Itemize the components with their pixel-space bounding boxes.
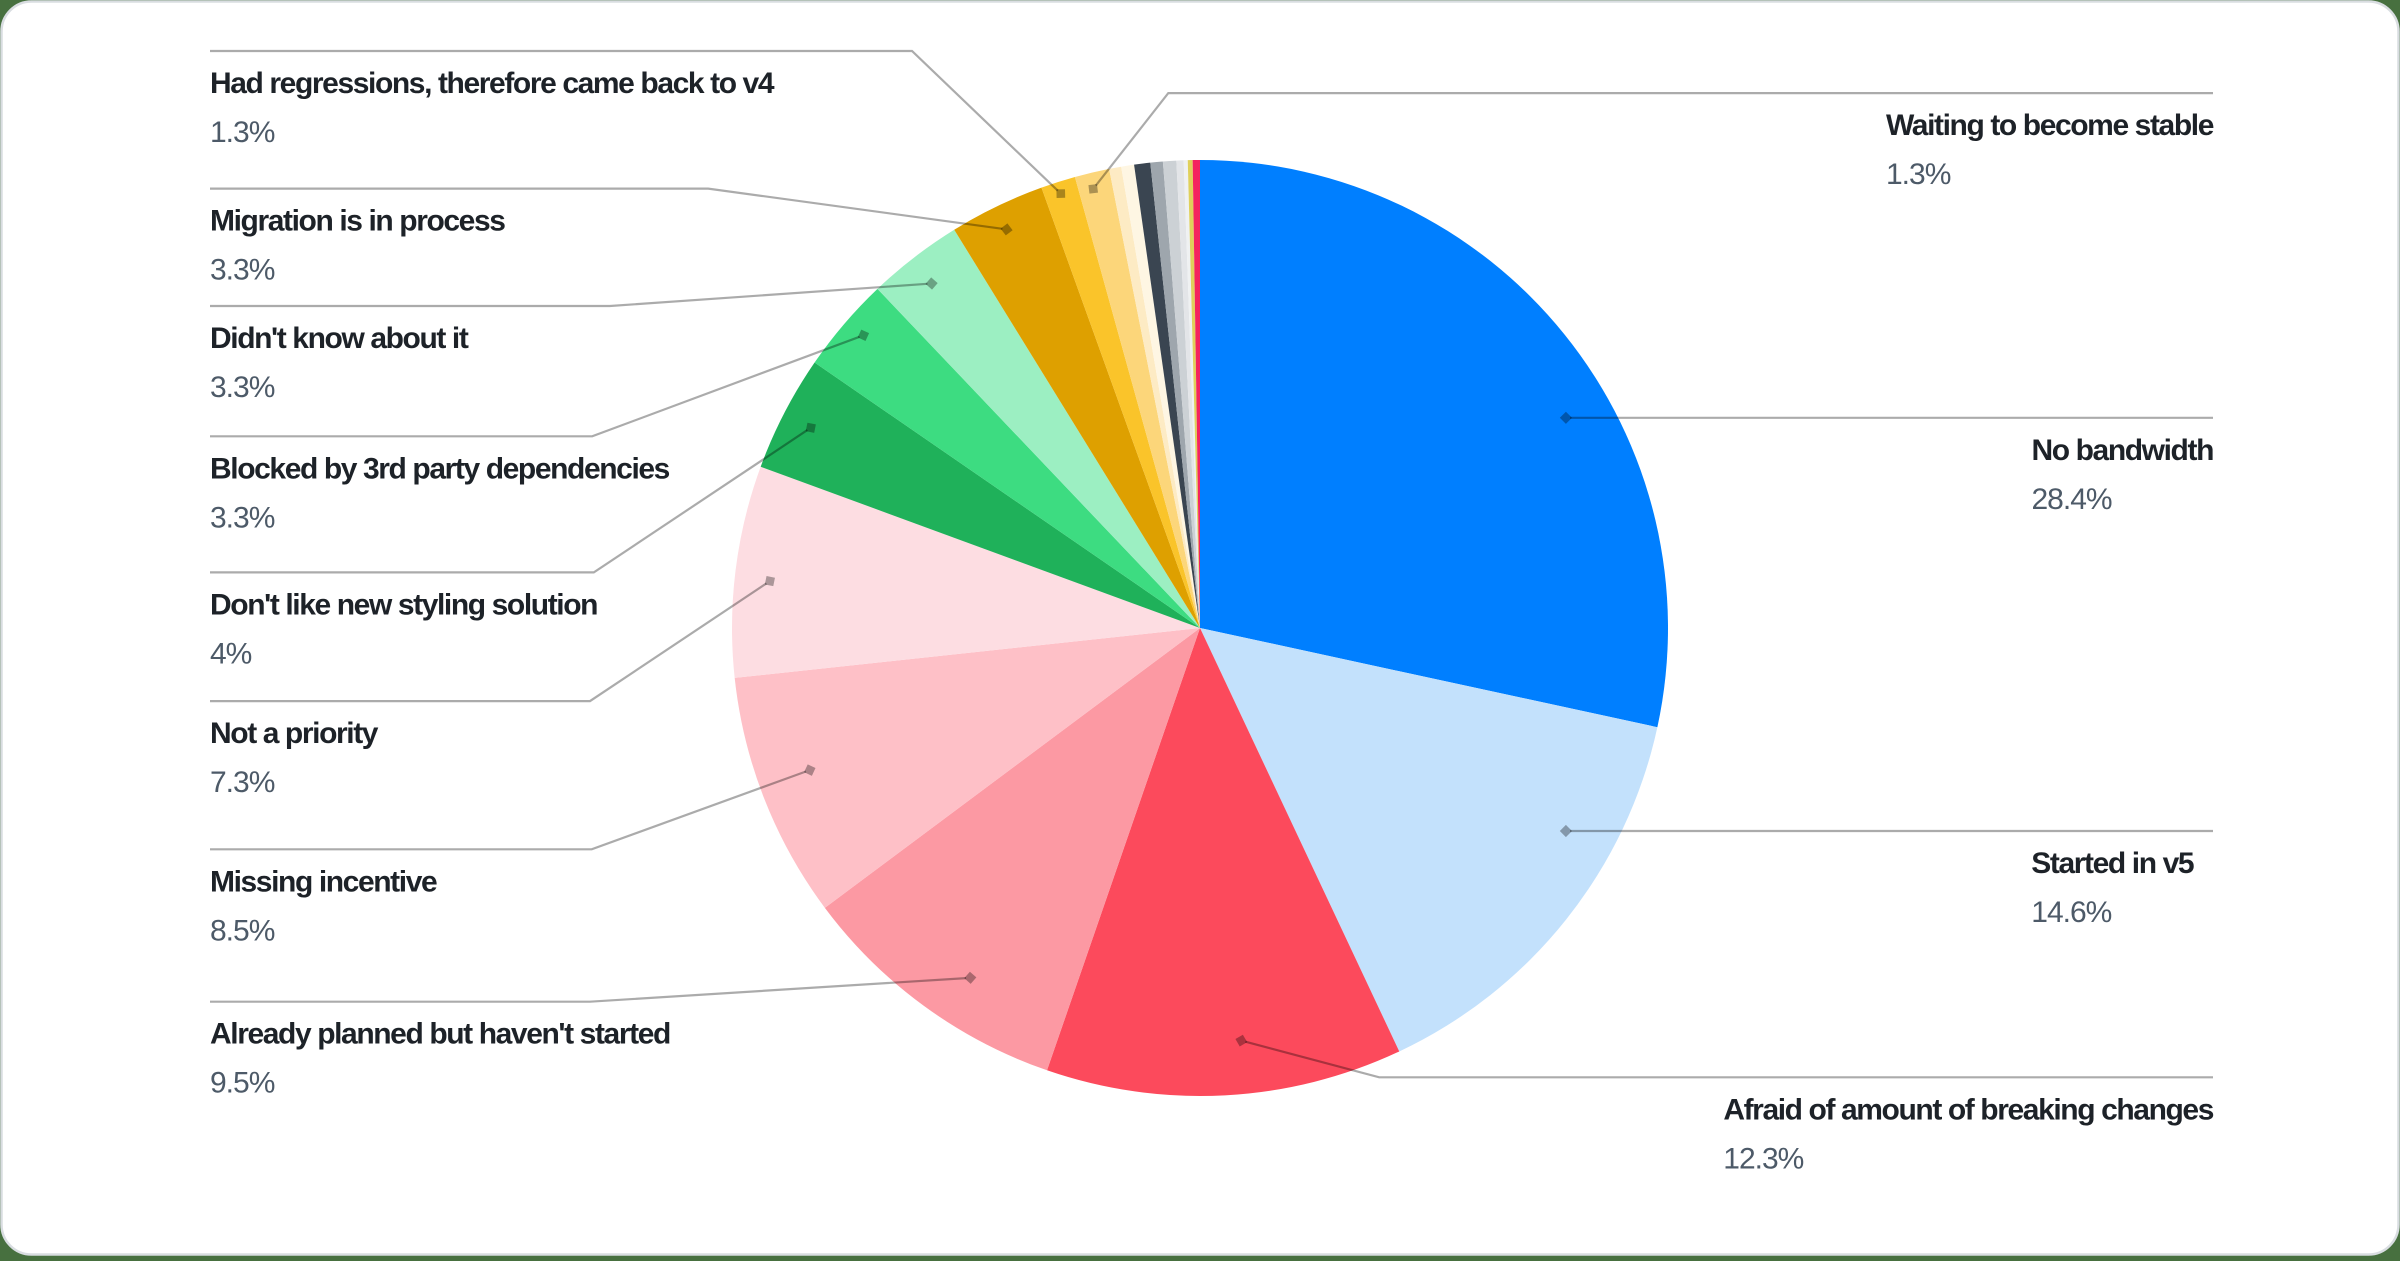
svg-text:7.3%: 7.3%	[210, 766, 275, 799]
svg-text:Waiting to become stable: Waiting to become stable	[1886, 109, 2214, 142]
svg-text:Migration is in process: Migration is in process	[210, 205, 505, 238]
svg-text:28.4%: 28.4%	[2032, 483, 2112, 516]
svg-text:Missing incentive: Missing incentive	[210, 865, 437, 898]
svg-text:Started in v5: Started in v5	[2031, 847, 2194, 880]
svg-text:Didn't know about it: Didn't know about it	[210, 322, 469, 355]
svg-text:4%: 4%	[210, 637, 252, 670]
svg-text:Afraid of amount of breaking c: Afraid of amount of breaking changes	[1723, 1093, 2213, 1126]
svg-text:8.5%: 8.5%	[210, 914, 275, 947]
svg-text:9.5%: 9.5%	[210, 1067, 275, 1100]
svg-text:Had regressions, therefore cam: Had regressions, therefore came back to …	[210, 67, 775, 100]
svg-text:12.3%: 12.3%	[1723, 1142, 1803, 1175]
svg-text:1.3%: 1.3%	[210, 116, 275, 149]
svg-text:Blocked by 3rd party dependenc: Blocked by 3rd party dependencies	[210, 452, 670, 485]
svg-text:Don't like new styling solutio: Don't like new styling solution	[210, 588, 597, 621]
svg-text:Not a priority: Not a priority	[210, 717, 379, 750]
svg-text:3.3%: 3.3%	[210, 254, 275, 287]
svg-text:No bandwidth: No bandwidth	[2032, 434, 2214, 467]
svg-text:1.3%: 1.3%	[1886, 158, 1951, 191]
svg-text:3.3%: 3.3%	[210, 501, 275, 534]
svg-text:Already planned but haven't st: Already planned but haven't started	[210, 1018, 670, 1051]
svg-text:14.6%: 14.6%	[2031, 896, 2111, 929]
svg-text:3.3%: 3.3%	[210, 371, 275, 404]
